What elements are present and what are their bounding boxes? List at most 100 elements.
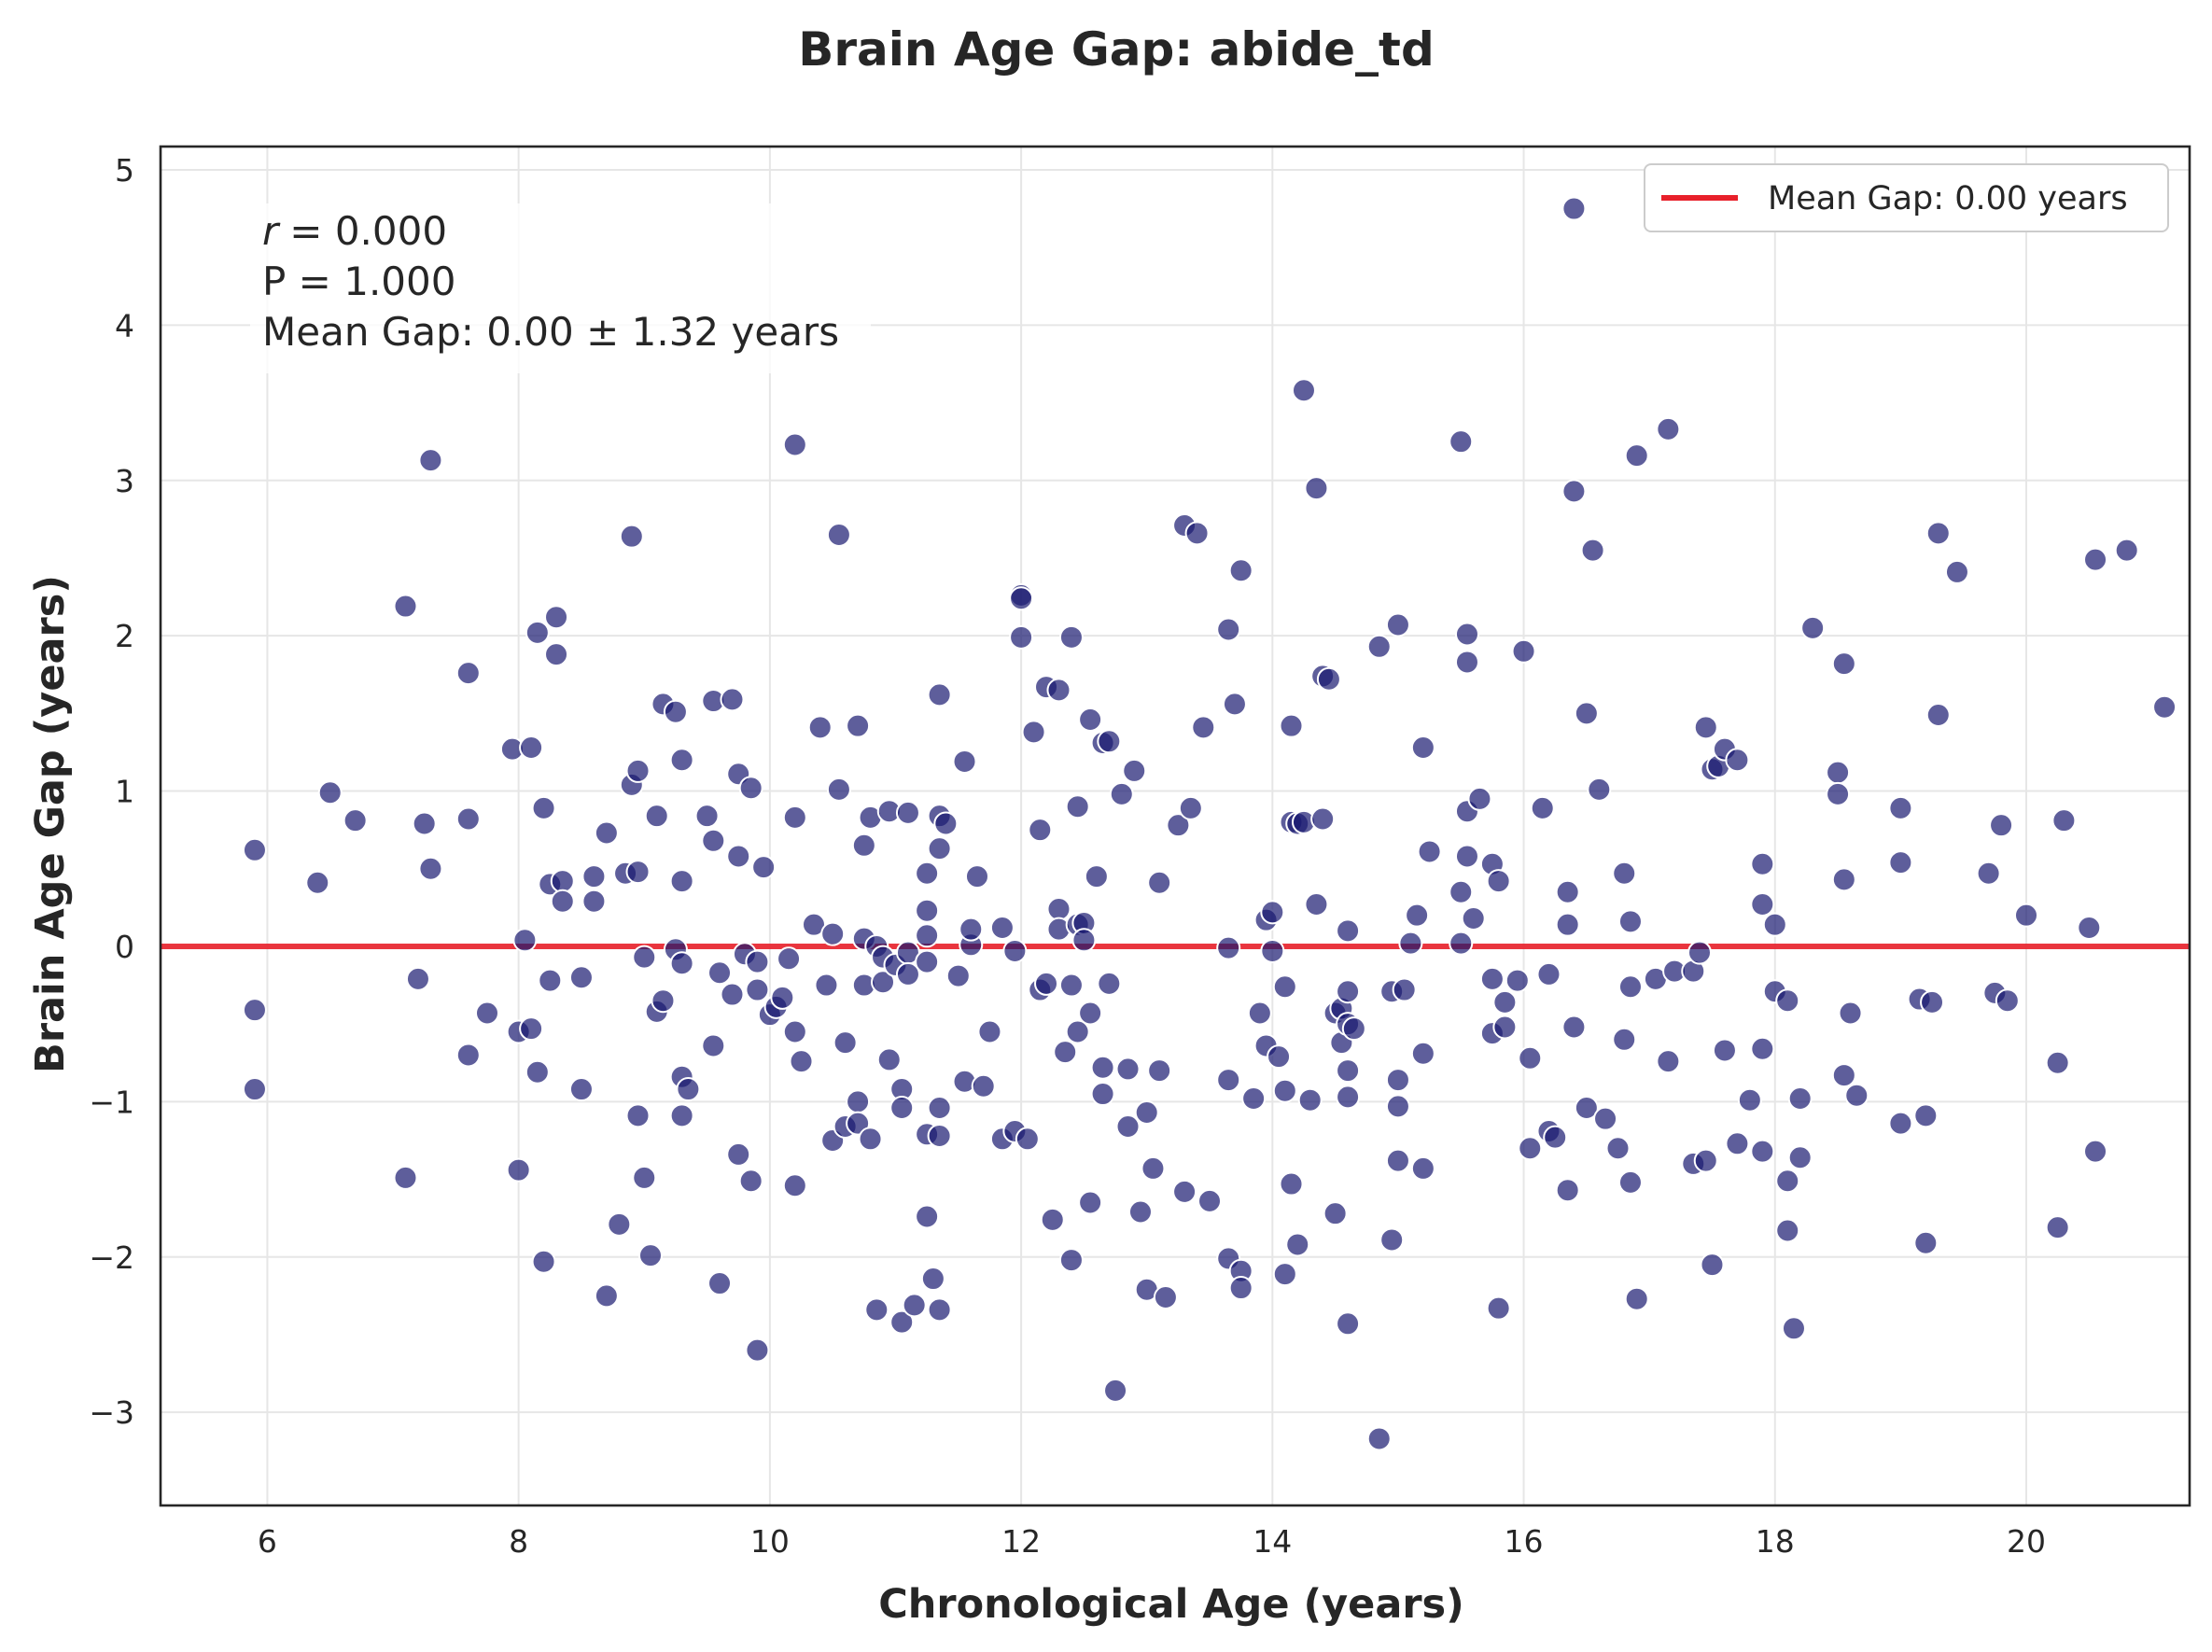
y-tick-label: 4 — [115, 307, 134, 343]
y-tick-label: 5 — [115, 152, 134, 189]
data-point — [1141, 1155, 1166, 1181]
data-point — [1449, 429, 1474, 455]
data-point — [915, 1204, 940, 1229]
data-point — [1184, 521, 1210, 546]
data-point — [1260, 900, 1285, 925]
data-point — [701, 828, 726, 853]
data-point — [902, 1293, 927, 1318]
data-point — [777, 946, 802, 972]
data-point — [738, 776, 763, 801]
data-point — [412, 811, 437, 836]
data-point — [726, 844, 751, 869]
data-point — [933, 811, 959, 836]
data-point — [1888, 850, 1913, 875]
data-point — [2152, 694, 2177, 720]
x-tick-label: 10 — [750, 1523, 790, 1560]
data-point — [701, 1033, 726, 1058]
data-point — [1712, 1038, 1737, 1063]
data-point — [1078, 707, 1103, 733]
data-point — [544, 605, 569, 630]
data-point — [519, 1016, 544, 1042]
stats-box-background — [250, 203, 871, 373]
data-point — [1172, 1179, 1197, 1204]
data-point — [927, 836, 952, 861]
data-point — [1989, 813, 2014, 838]
data-point — [1071, 928, 1097, 953]
data-point — [1605, 1136, 1631, 1161]
data-point — [1197, 1188, 1223, 1213]
data-points — [242, 196, 2177, 1451]
data-point — [1449, 879, 1474, 904]
data-point — [1467, 786, 1492, 811]
data-point — [531, 1249, 556, 1274]
data-point — [1454, 622, 1479, 647]
data-point — [1392, 977, 1417, 1002]
data-point — [1555, 1178, 1580, 1203]
data-point — [1781, 1316, 1806, 1341]
data-point — [851, 833, 876, 858]
stats-box: r = 0.000 P = 1.000 Mean Gap: 0.00 ± 1.32… — [250, 203, 871, 373]
x-tick-label: 8 — [509, 1523, 528, 1560]
data-point — [915, 898, 940, 923]
data-point — [1058, 1248, 1084, 1273]
data-point — [550, 869, 575, 894]
data-point — [782, 1019, 807, 1044]
data-point — [1505, 968, 1530, 993]
data-point — [1461, 906, 1486, 931]
data-point — [1034, 971, 1059, 996]
data-point — [550, 889, 575, 914]
data-point — [1925, 521, 1951, 546]
data-point — [846, 1089, 871, 1114]
x-tick-label: 20 — [2007, 1523, 2046, 1560]
data-point — [876, 1047, 902, 1072]
data-point — [1078, 1190, 1103, 1215]
data-point — [1995, 988, 2020, 1014]
data-point — [1787, 1086, 1813, 1112]
data-point — [1336, 1085, 1361, 1110]
data-point — [738, 1169, 763, 1194]
stats-gap-line: Mean Gap: 0.00 ± 1.32 years — [262, 309, 839, 355]
data-point — [1700, 1253, 1725, 1278]
data-point — [632, 945, 657, 970]
data-point — [927, 1297, 952, 1323]
data-point — [1725, 748, 1750, 773]
data-point — [1078, 1001, 1103, 1026]
data-point — [663, 699, 688, 724]
data-point — [952, 749, 977, 774]
data-point — [1518, 1045, 1543, 1071]
data-point — [1216, 935, 1241, 960]
data-point — [2014, 903, 2039, 928]
data-point — [1385, 1094, 1410, 1119]
data-point — [1297, 1087, 1323, 1113]
data-point — [1021, 720, 1046, 745]
data-point — [669, 1103, 694, 1128]
data-point — [1580, 538, 1605, 563]
data-point — [1216, 1068, 1241, 1093]
data-point — [720, 982, 745, 1007]
data-point — [1561, 1015, 1587, 1040]
stats-r-symbol: r — [262, 208, 281, 254]
data-point — [1366, 634, 1392, 659]
x-tick-label: 18 — [1756, 1523, 1795, 1560]
data-point — [1612, 1027, 1637, 1052]
data-point — [959, 917, 984, 942]
data-point — [1787, 1145, 1813, 1170]
data-point — [1617, 1169, 1643, 1195]
data-point — [1976, 861, 2001, 886]
data-point — [2045, 1215, 2070, 1240]
data-point — [2045, 1050, 2070, 1075]
data-point — [1097, 971, 1122, 996]
y-tick-label: −1 — [89, 1084, 134, 1120]
data-point — [1511, 638, 1536, 664]
data-point — [864, 1297, 889, 1323]
data-point — [644, 804, 669, 829]
data-point — [1536, 961, 1561, 987]
data-point — [1009, 586, 1034, 611]
data-point — [1103, 1378, 1128, 1403]
data-point — [1090, 1055, 1115, 1080]
data-point — [1410, 1041, 1435, 1066]
data-point — [1574, 1096, 1599, 1121]
data-point — [814, 973, 839, 998]
data-point — [1561, 196, 1587, 221]
